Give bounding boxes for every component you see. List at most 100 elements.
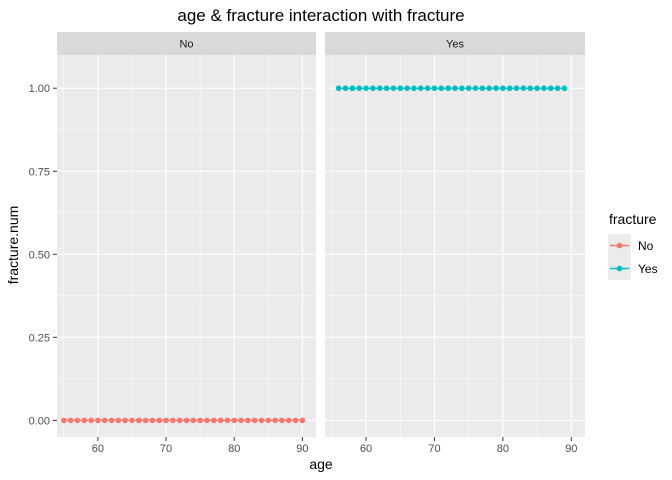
- data-point-yes: [342, 85, 349, 92]
- data-point-no: [204, 417, 210, 424]
- facet-panel-no: No 0.00 0.25 0.50 0.75 1.00 60 70 80 90: [29, 32, 316, 455]
- data-point-no: [95, 417, 101, 424]
- data-point-no: [163, 417, 169, 424]
- data-point-yes: [452, 85, 458, 92]
- data-point-yes: [335, 85, 342, 92]
- data-point-yes: [390, 85, 397, 92]
- data-point-no: [272, 417, 278, 424]
- data-point-no: [156, 417, 163, 424]
- data-point-no: [258, 417, 265, 424]
- data-point-yes: [554, 85, 561, 92]
- data-point-yes: [527, 85, 534, 92]
- data-point-no: [251, 417, 258, 424]
- legend-label: Yes: [638, 262, 658, 276]
- y-tick-label: 0.75: [29, 166, 50, 178]
- data-point-no: [67, 417, 74, 424]
- data-point-yes: [472, 85, 479, 92]
- data-point-yes: [520, 85, 527, 92]
- legend-title: fracture: [609, 211, 657, 227]
- data-point-no: [197, 417, 203, 424]
- legend-key-point: [616, 242, 623, 249]
- y-tick-label: 0.25: [29, 332, 50, 344]
- data-point-yes: [493, 85, 499, 92]
- x-tick-label: 60: [360, 443, 372, 455]
- data-point-no: [190, 417, 197, 424]
- data-point-no: [183, 417, 190, 424]
- chart-title: age & fracture interaction with fracture: [177, 6, 464, 25]
- data-point-no: [279, 417, 285, 424]
- data-point-yes: [424, 85, 431, 92]
- data-point-no: [88, 417, 94, 424]
- data-point-yes: [561, 85, 568, 92]
- data-point-no: [108, 417, 115, 424]
- data-point-no: [170, 417, 176, 424]
- data-point-yes: [513, 85, 520, 92]
- data-point-yes: [349, 85, 356, 92]
- data-point-no: [299, 417, 306, 424]
- facet-panels: No 0.00 0.25 0.50 0.75 1.00 60 70 80 90 Yes 60 70 80 9…: [29, 32, 585, 455]
- legend-item-no: No: [608, 234, 654, 257]
- data-point-yes: [383, 85, 390, 92]
- facet-strip: [57, 32, 316, 55]
- data-point-yes: [465, 85, 472, 92]
- data-point-yes: [363, 85, 369, 92]
- data-point-no: [81, 417, 88, 424]
- data-point-no: [265, 417, 272, 424]
- data-point-no: [285, 417, 292, 424]
- legend-key-point: [616, 265, 623, 272]
- y-axis-title: fracture.num: [5, 206, 21, 285]
- data-point-yes: [506, 85, 513, 92]
- panel-background: [325, 55, 585, 437]
- data-point-yes: [356, 85, 363, 92]
- data-point-yes: [431, 85, 438, 92]
- data-point-no: [210, 417, 217, 424]
- data-point-yes: [479, 85, 486, 92]
- data-point-no: [231, 417, 238, 424]
- x-tick-label: 90: [565, 443, 577, 455]
- data-point-no: [115, 417, 122, 424]
- data-point-yes: [534, 85, 540, 92]
- data-point-no: [61, 417, 67, 424]
- x-tick-label: 90: [296, 443, 308, 455]
- x-tick-label: 60: [92, 443, 104, 455]
- data-point-no: [217, 417, 224, 424]
- y-tick-label: 1.00: [29, 83, 50, 95]
- data-point-yes: [486, 85, 493, 92]
- facet-strip-label: Yes: [446, 39, 464, 51]
- data-point-no: [245, 417, 251, 424]
- data-point-no: [129, 417, 135, 424]
- data-point-no: [101, 417, 108, 424]
- data-point-yes: [547, 85, 554, 92]
- data-point-yes: [370, 85, 376, 92]
- y-tick-label: 0.00: [29, 415, 50, 427]
- data-point-yes: [541, 85, 547, 92]
- legend: fracture No Yes: [608, 211, 658, 280]
- data-point-yes: [500, 85, 506, 92]
- facet-strip: [325, 32, 585, 55]
- data-point-no: [142, 417, 149, 424]
- x-tick-label: 70: [428, 443, 440, 455]
- data-point-yes: [417, 85, 424, 92]
- data-point-no: [74, 417, 81, 424]
- y-tick-label: 0.50: [29, 249, 50, 261]
- data-point-no: [135, 417, 142, 424]
- facet-strip-label: No: [179, 39, 193, 51]
- data-point-no: [238, 417, 244, 424]
- legend-item-yes: Yes: [608, 257, 658, 280]
- facet-panel-yes: Yes 60 70 80 90: [325, 32, 585, 455]
- x-axis-title: age: [309, 456, 333, 472]
- data-point-no: [224, 417, 231, 424]
- data-point-yes: [459, 85, 465, 92]
- x-tick-label: 80: [497, 443, 509, 455]
- data-point-yes: [438, 85, 445, 92]
- data-point-no: [149, 417, 156, 424]
- legend-label: No: [638, 239, 654, 253]
- data-point-yes: [376, 85, 383, 92]
- data-point-yes: [404, 85, 410, 92]
- panel-background: [57, 55, 316, 437]
- data-point-no: [292, 417, 299, 424]
- data-point-no: [122, 417, 128, 424]
- data-point-yes: [397, 85, 404, 92]
- data-point-no: [176, 417, 183, 424]
